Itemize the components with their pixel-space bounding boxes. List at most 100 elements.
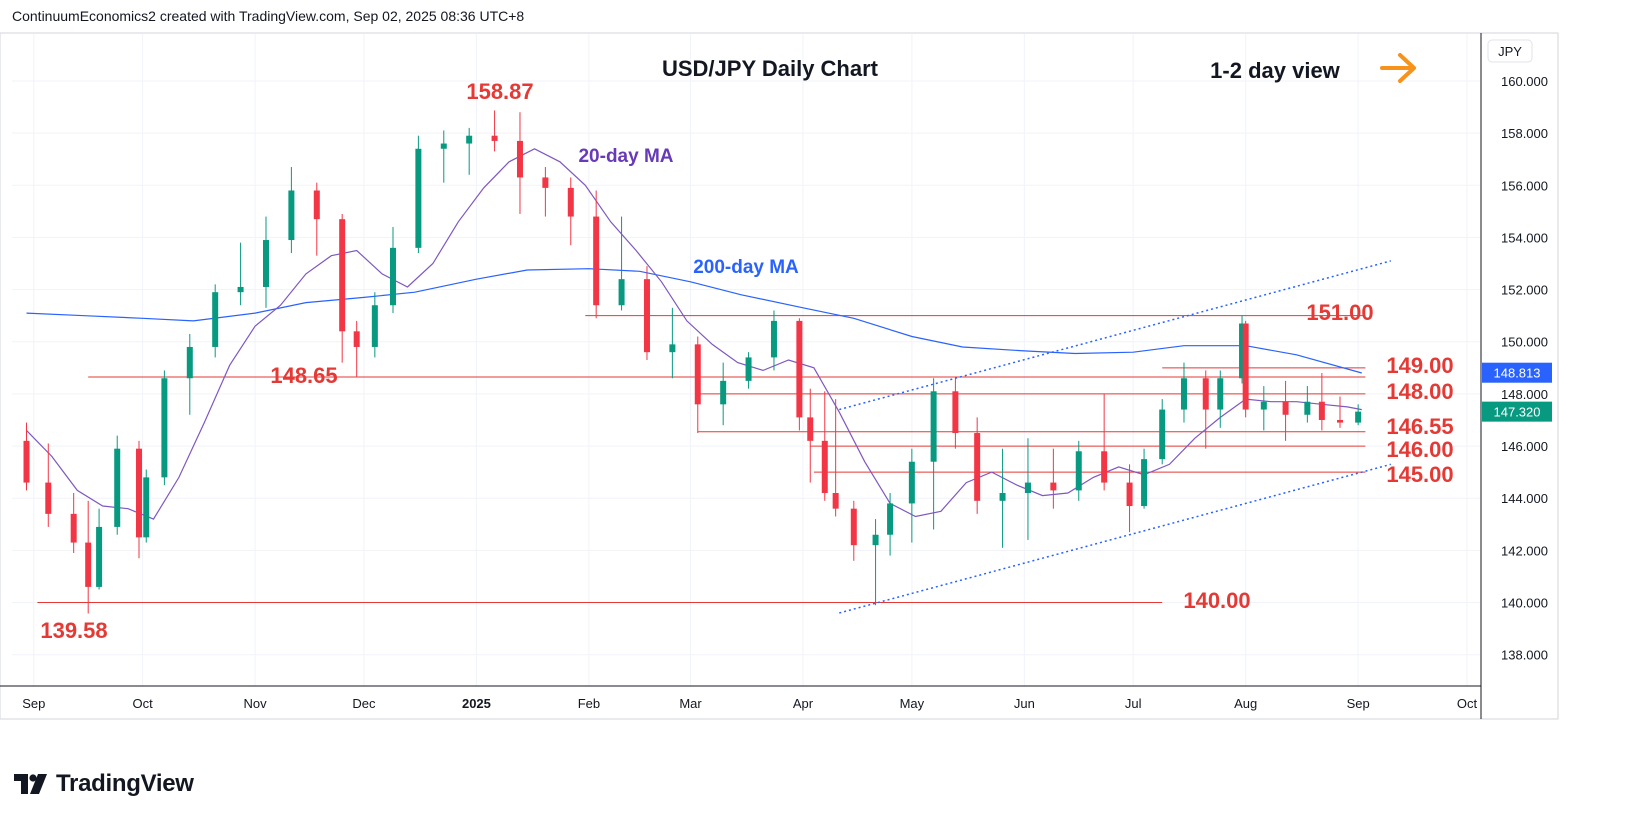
candle-body	[618, 279, 625, 306]
candle-body	[262, 240, 269, 287]
ma200-label: 200-day MA	[693, 257, 799, 278]
x-tick-label: Sep	[22, 696, 45, 711]
axes: JPY 160.000 158.000 156.000 154.000 152.000 15…	[0, 33, 1552, 719]
candle-body	[974, 433, 981, 501]
x-tick-label: Jul	[1125, 696, 1142, 711]
x-tick-label: Feb	[578, 696, 600, 711]
candle-body	[1337, 419, 1344, 423]
candle-body	[1242, 323, 1249, 410]
candle-body	[313, 190, 320, 220]
candle-body	[288, 190, 295, 241]
ma20-line	[26, 148, 1362, 520]
x-tick-label: Jun	[1014, 696, 1035, 711]
annotation-149-00: 149.00	[1386, 353, 1453, 378]
annotation-151-00: 151.00	[1306, 300, 1373, 325]
x-tick-label: Oct	[133, 696, 154, 711]
annotation-146-00: 146.00	[1386, 437, 1453, 462]
chart-labels: USD/JPY Daily Chart 1-2 day view 158.87 139…	[40, 53, 1454, 643]
candle-body	[186, 346, 193, 379]
y-tick-label: 150.000	[1501, 335, 1548, 350]
candle-body	[212, 292, 219, 347]
ma200-price-tag: 148.813	[1494, 366, 1541, 381]
candle-body	[1239, 323, 1246, 379]
ma200-price-tag-bg	[1482, 362, 1552, 383]
currency-label: JPY	[1498, 44, 1522, 59]
x-tick-label: Sep	[1347, 696, 1370, 711]
candle-body	[1050, 482, 1057, 491]
ma200-line	[26, 268, 1362, 374]
arrow-head	[1398, 53, 1416, 83]
x-tick-label: Aug	[1234, 696, 1257, 711]
candle-body	[491, 135, 498, 141]
candle-body	[908, 461, 915, 504]
y-tick-label: 158.000	[1501, 126, 1548, 141]
y-tick-label: 160.000	[1501, 74, 1548, 89]
candle-body	[1202, 378, 1209, 410]
candle-body	[237, 286, 244, 293]
candle-body	[45, 482, 52, 514]
candle-body	[796, 320, 803, 418]
candle-body	[135, 448, 142, 538]
candle-body	[952, 391, 959, 434]
arrow-right-icon	[1380, 53, 1416, 83]
channel-lower-line	[839, 463, 1391, 614]
candle-body	[516, 140, 523, 178]
candle-body	[1075, 451, 1082, 491]
view-note: 1-2 day view	[1210, 58, 1341, 83]
chart-title: USD/JPY Daily Chart	[662, 56, 879, 81]
candle-body	[770, 320, 777, 358]
candle-body	[371, 305, 378, 347]
candle-body	[832, 493, 839, 509]
candle-body	[1024, 482, 1031, 494]
candle-body	[1159, 409, 1166, 460]
y-tick-label: 148.000	[1501, 387, 1548, 402]
candle-body	[353, 331, 360, 347]
x-tick-label: Apr	[793, 696, 814, 711]
chart-frame	[0, 32, 1559, 720]
candle-body	[1141, 459, 1148, 507]
candle-body	[466, 135, 473, 144]
x-tick-label: May	[900, 696, 925, 711]
currency-box	[1487, 39, 1533, 63]
chart-attribution: ContinuumEconomics2 created with Trading…	[12, 8, 525, 24]
candle-body	[643, 279, 650, 353]
candle-body	[389, 247, 396, 306]
candle-body	[339, 219, 346, 332]
y-tick-label: 154.000	[1501, 230, 1548, 245]
candle-body	[1355, 411, 1362, 423]
candle-body	[593, 216, 600, 306]
annotation-140-00: 140.00	[1183, 588, 1250, 613]
annotation-148-65: 148.65	[270, 363, 337, 388]
annotation-145-00: 145.00	[1386, 462, 1453, 487]
candle-body	[567, 187, 574, 217]
candle-body	[669, 344, 676, 353]
candle-body	[1260, 401, 1267, 410]
tradingview-logo[interactable]: TradingView	[14, 770, 194, 798]
candle-body	[887, 503, 894, 535]
ma200-layer	[26, 268, 1362, 374]
channel-upper-line	[839, 260, 1391, 411]
candle-body	[440, 143, 447, 149]
last-price-tag: 147.320	[1494, 405, 1541, 420]
x-tick-label: Oct	[1457, 696, 1478, 711]
candle-body	[143, 477, 150, 538]
candle-body	[821, 440, 828, 494]
candle-body	[930, 391, 937, 462]
y-tick-label: 146.000	[1501, 439, 1548, 454]
candle-body	[85, 542, 92, 587]
candle-body	[1282, 401, 1289, 415]
candle-body	[694, 344, 701, 405]
y-tick-label: 156.000	[1501, 178, 1548, 193]
chart-grid	[0, 32, 1559, 720]
candle-body	[850, 508, 857, 546]
ma20-label: 20-day MA	[578, 146, 673, 167]
candle-body	[23, 440, 30, 483]
candle-body	[1217, 378, 1224, 410]
candle-body	[1318, 401, 1325, 420]
y-tick-label: 138.000	[1501, 648, 1548, 663]
support-resistance-levels	[37, 315, 1366, 604]
candle-body	[114, 448, 121, 527]
candle-body	[415, 148, 422, 248]
trend-channel	[839, 260, 1391, 614]
